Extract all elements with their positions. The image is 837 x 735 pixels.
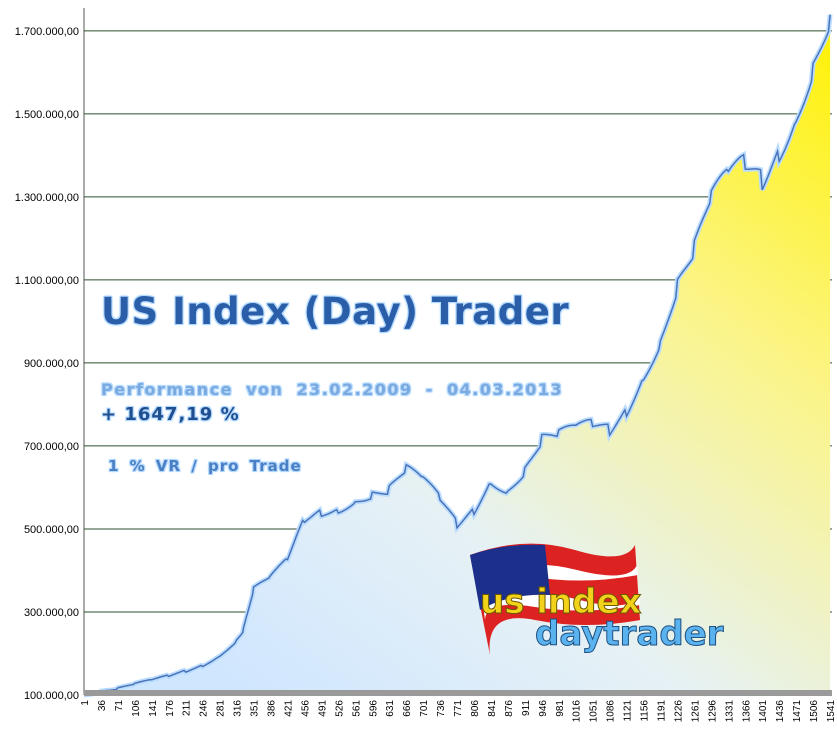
x-tick-label: 351 [250, 700, 261, 717]
x-tick-label: 1296 [707, 700, 718, 723]
performance-percent: + 1647,19 % [101, 404, 240, 425]
x-tick-label: 771 [453, 700, 464, 717]
x-tick-label: 491 [317, 700, 328, 717]
y-tick-label: 900.000,00 [24, 358, 79, 370]
x-tick-label: 1436 [775, 700, 786, 723]
x-tick-label: 71 [114, 700, 125, 712]
x-tick-label: 246 [199, 700, 210, 717]
x-tick-label: 806 [470, 700, 481, 717]
x-tick-label: 1541 [826, 700, 837, 723]
x-tick-label: 456 [300, 700, 311, 717]
x-tick-label: 1016 [572, 700, 583, 723]
x-tick-label: 1506 [809, 700, 820, 723]
x-tick-label: 1156 [640, 700, 651, 722]
x-tick-label: 596 [368, 700, 379, 717]
x-tick-label: 981 [555, 700, 566, 717]
equity-line [83, 14, 831, 696]
risk-annotation: 1 % VR / pro Trade [108, 457, 302, 475]
x-tick-label: 1086 [606, 700, 617, 723]
x-tick-label: 36 [97, 700, 108, 712]
logo-text-usindex: us index [480, 582, 642, 622]
y-tick-label: 1.500.000,00 [15, 109, 79, 121]
us-index-daytrader-logo: us index daytrader [470, 543, 724, 655]
y-tick-label: 500.000,00 [24, 524, 79, 536]
x-tick-label: 561 [351, 700, 362, 717]
x-tick-label: 1401 [758, 700, 769, 723]
x-tick-label: 316 [233, 700, 244, 717]
x-tick-label: 1261 [690, 700, 701, 723]
y-tick-label: 1.100.000,00 [15, 275, 79, 287]
x-tick-label: 701 [419, 700, 430, 717]
x-tick-label: 211 [182, 700, 193, 716]
x-tick-label: 1366 [741, 700, 752, 723]
x-tick-label: 281 [216, 700, 227, 717]
x-tick-label: 421 [283, 700, 294, 717]
x-tick-label: 1191 [657, 700, 668, 722]
performance-period: Performance von 23.02.2009 - 04.03.2013 [101, 380, 564, 399]
y-tick-label: 100.000,00 [24, 690, 79, 702]
y-tick-label: 300.000,00 [24, 607, 79, 619]
x-tick-label: 176 [165, 700, 176, 717]
x-tick-label: 911 [521, 700, 532, 716]
x-tick-label: 526 [334, 700, 345, 717]
x-tick-label: 946 [538, 700, 549, 717]
x-tick-label: 1 [80, 700, 91, 706]
y-tick-label: 1.300.000,00 [15, 192, 79, 204]
x-tick-label: 106 [131, 700, 142, 717]
y-tick-label: 700.000,00 [24, 441, 79, 453]
x-tick-label: 1331 [724, 700, 735, 723]
equity-area [84, 14, 831, 696]
x-tick-label: 841 [487, 700, 498, 717]
us-flag-icon [470, 543, 640, 655]
logo-text-daytrader: daytrader [535, 614, 724, 654]
x-tick-label: 631 [385, 700, 396, 717]
x-tick-label: 736 [436, 700, 447, 717]
x-tick-label: 876 [504, 700, 515, 717]
x-tick-label: 1121 [623, 700, 634, 722]
x-tick-label: 386 [267, 700, 278, 717]
x-axis-band [84, 690, 832, 696]
x-tick-label: 1051 [589, 700, 600, 723]
chart-title: US Index (Day) Trader [101, 290, 570, 333]
x-tick-label: 666 [402, 700, 413, 717]
y-tick-label: 1.700.000,00 [15, 26, 79, 38]
x-tick-label: 141 [148, 700, 159, 717]
x-tick-label: 1471 [792, 700, 803, 723]
x-tick-label: 1226 [673, 700, 684, 723]
